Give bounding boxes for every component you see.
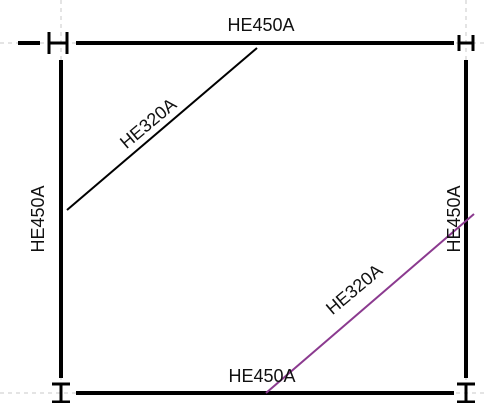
bottom-beam-label: HE450A <box>228 366 295 386</box>
left-column-label: HE450A <box>28 185 48 252</box>
upper-brace[interactable] <box>66 47 258 211</box>
members <box>59 41 468 395</box>
node-top-right[interactable] <box>457 35 475 51</box>
lower-brace[interactable] <box>265 213 475 394</box>
node-bottom-right[interactable] <box>457 382 475 403</box>
node-top-left[interactable] <box>47 32 69 54</box>
right-column-label: HE450A <box>444 185 464 252</box>
upper-brace-label: HE320A <box>116 94 180 152</box>
top-beam-label: HE450A <box>227 15 294 35</box>
lower-brace-label: HE320A <box>322 260 386 318</box>
node-bottom-left[interactable] <box>52 382 70 403</box>
